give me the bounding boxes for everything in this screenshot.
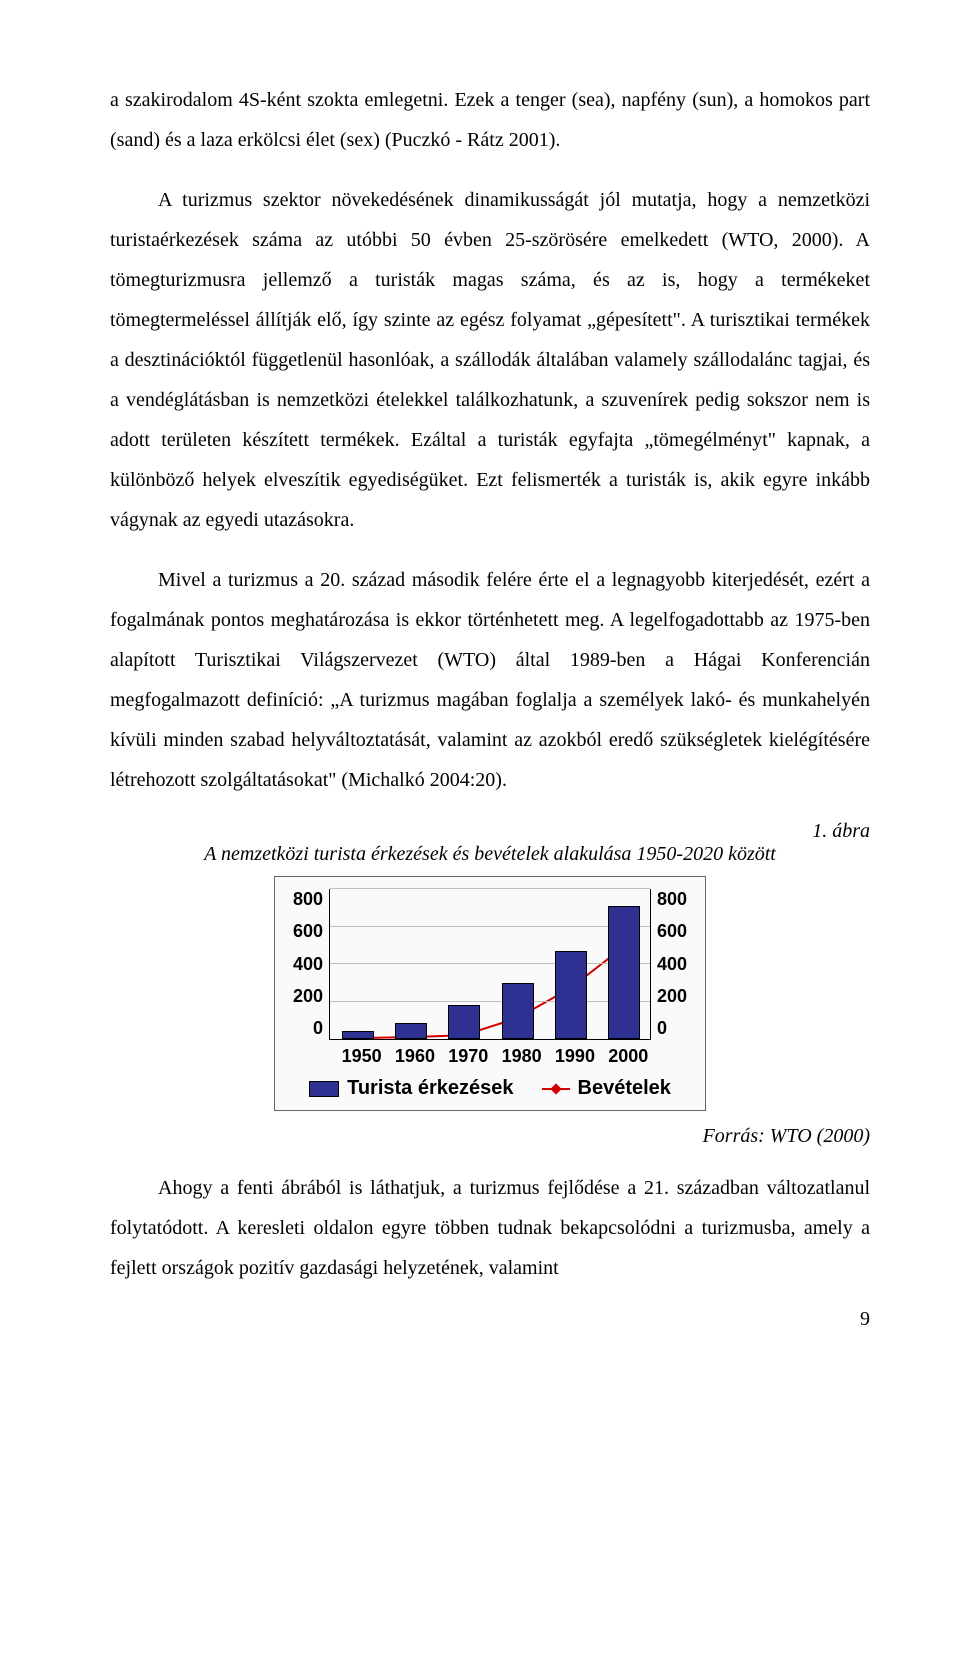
xtick-label: 1960 <box>388 1046 441 1067</box>
legend-label-line: Bevételek <box>578 1077 671 1100</box>
xtick-label: 1970 <box>442 1046 495 1067</box>
page-number: 9 <box>110 1308 870 1331</box>
legend-marker-line <box>542 1082 570 1096</box>
x-axis: 1950 1960 1970 1980 1990 2000 <box>335 1046 655 1067</box>
figure-title: A nemzetközi turista érkezések és bevéte… <box>110 843 870 866</box>
legend-label-bar: Turista érkezések <box>347 1077 513 1100</box>
xtick-label: 2000 <box>602 1046 655 1067</box>
paragraph-2: A turizmus szektor növekedésének dinamik… <box>110 180 870 540</box>
ytick-label: 200 <box>293 986 323 1007</box>
plot-area <box>329 889 651 1040</box>
chart-inner: 800 600 400 200 0 800 600 400 200 0 <box>287 889 693 1040</box>
ytick-label: 800 <box>293 889 323 910</box>
ytick-label: 600 <box>293 921 323 942</box>
paragraph-continuation: a szakirodalom 4S-ként szokta emlegetni.… <box>110 80 870 160</box>
ytick-label: 0 <box>657 1018 687 1039</box>
legend-item-line: Bevételek <box>542 1077 671 1100</box>
chart-container: 800 600 400 200 0 800 600 400 200 0 <box>110 876 870 1111</box>
line-series-svg <box>330 889 650 1039</box>
ytick-label: 800 <box>657 889 687 910</box>
paragraph-3: Mivel a turizmus a 20. század második fe… <box>110 560 870 800</box>
xtick-label: 1950 <box>335 1046 388 1067</box>
xtick-label: 1980 <box>495 1046 548 1067</box>
y-axis-left: 800 600 400 200 0 <box>287 889 329 1039</box>
ytick-label: 200 <box>657 986 687 1007</box>
chart-bar <box>395 1023 427 1039</box>
page: a szakirodalom 4S-ként szokta emlegetni.… <box>0 0 960 1371</box>
figure-number-label: 1. ábra <box>110 820 870 843</box>
legend-item-bar: Turista érkezések <box>309 1077 513 1100</box>
ytick-label: 600 <box>657 921 687 942</box>
chart-bar <box>342 1031 374 1039</box>
chart-bar <box>502 983 534 1039</box>
paragraph-4: Ahogy a fenti ábrából is láthatjuk, a tu… <box>110 1168 870 1288</box>
chart-box: 800 600 400 200 0 800 600 400 200 0 <box>274 876 706 1111</box>
ytick-label: 400 <box>293 954 323 975</box>
ytick-label: 0 <box>293 1018 323 1039</box>
chart-bar <box>555 951 587 1039</box>
xtick-label: 1990 <box>548 1046 601 1067</box>
chart-legend: Turista érkezések Bevételek <box>287 1077 693 1100</box>
chart-bar <box>448 1005 480 1039</box>
figure-source: Forrás: WTO (2000) <box>110 1125 870 1148</box>
y-axis-right: 800 600 400 200 0 <box>651 889 693 1039</box>
chart-bar <box>608 906 640 1039</box>
legend-swatch-bar <box>309 1081 339 1097</box>
ytick-label: 400 <box>657 954 687 975</box>
